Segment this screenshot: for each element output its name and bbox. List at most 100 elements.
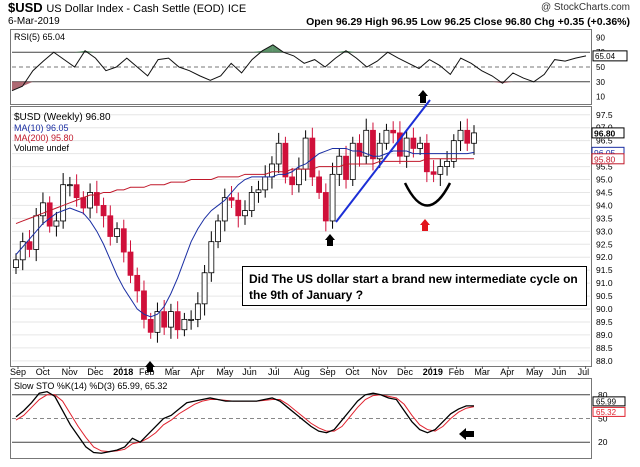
price-tick-label: 94.5 [596,187,613,197]
candle-body [168,311,174,328]
x-tick-label: 2018 [113,367,133,377]
candle-body [188,318,195,321]
price-tick-label: 91.0 [596,278,613,288]
rsi-last-value: 65.04 [595,52,616,61]
x-tick-label: Feb [449,367,465,377]
candle-body [295,168,302,186]
rsi-legend: RSI(5) 65.04 [14,32,65,42]
rsi-overbought-fill [85,50,96,53]
candle-body [356,142,363,157]
candle-body [93,192,100,206]
x-tick-label: Dec [397,367,414,377]
x-tick-label: Sep [320,367,336,377]
candle-body [147,318,154,333]
candle-body [289,176,296,186]
candle-body [376,142,383,160]
price-tick-label: 89.0 [596,330,613,340]
ma10-line [15,147,475,318]
price-tick-label: 91.5 [596,265,613,275]
candle-body [322,192,329,222]
candle-body [208,241,215,274]
price-tick-label: 93.5 [596,213,613,223]
ma200-last-box [591,153,625,165]
candle-body [201,272,208,305]
candle-body [80,197,87,209]
candle-body [275,142,282,165]
candle-body [141,290,147,320]
watermark: @ StockCharts.com [540,2,630,13]
candle-body [40,202,46,217]
last-price-box [591,127,625,139]
x-tick-label: Oct [36,367,51,377]
price-tick-label: 94.0 [596,200,613,210]
price-tick-label: 88.0 [596,356,613,366]
candle-body [363,129,370,157]
price-tick-label: 88.5 [596,343,613,353]
candle-body [397,132,403,157]
symbol: $USD [8,0,43,15]
price-tick-label: 96.5 [596,136,613,146]
price-legend-title: $USD (Weekly) 96.80 [14,112,111,123]
ma200-line [15,158,474,225]
candle-body [181,318,188,331]
candle-body [26,241,33,250]
rsi-tick-label: 90 [596,33,605,42]
candle-body [370,129,376,160]
candle-body [390,129,397,134]
candle-body [60,184,67,222]
candle-body [100,205,107,217]
candle-body [417,142,424,149]
candle-body [423,142,430,173]
price-tick-label: 92.5 [596,239,613,249]
chart-date: 6-Mar-2019 [8,16,60,27]
candle-body [134,274,141,292]
candle-body [228,197,235,201]
x-tick-label: Feb [139,367,155,377]
candle-body [127,251,134,276]
rsi-overbought-fill [74,50,86,53]
x-tick-label: May [216,367,234,377]
price-tick-label: 97.5 [596,110,613,120]
sto-tick-label: 50 [598,414,608,424]
candle-body [114,228,120,237]
x-tick-label: May [526,367,544,377]
x-tick-label: Sep [10,367,26,377]
up-arrow-black-icon [325,234,335,246]
rsi-line [11,44,587,92]
annotation-callout: Did The US dollar start a brand new inte… [242,266,587,306]
candle-body [194,303,201,320]
rsi-last-value-box [592,50,628,62]
candle-body [464,129,471,144]
candle-body [161,311,168,328]
candle-body [410,137,417,149]
candle-body [430,171,437,175]
candle-body [154,311,161,333]
rsi-overbought-fill [345,50,357,53]
candle-body [66,184,73,187]
rsi-oversold-fill [12,81,23,91]
candle-body [383,129,390,144]
candle-body [87,192,93,209]
candle-body [73,184,80,199]
price-tick-label: 90.5 [596,291,613,301]
candle-body [269,163,275,178]
annotation-text: Did The US dollar start a brand new inte… [249,272,578,302]
rsi-tick-label: 10 [596,93,605,102]
candle-body [282,142,289,178]
x-tick-label: Jul [578,367,590,377]
up-arrow-rsi-icon [418,90,428,103]
instrument-name: US Dollar Index - Cash Settle (EOD) [46,3,225,15]
cycle-low-arc [403,182,452,207]
candle-body [120,228,127,253]
candle-body [174,311,181,331]
x-tick-label: Mar [165,367,181,377]
exchange: ICE [227,3,247,15]
candle-body [248,192,255,212]
x-tick-label: Nov [371,367,388,377]
x-tick-label: Jun [552,367,567,377]
rsi-tick-label: 50 [596,63,605,72]
x-tick-label: Jun [242,367,257,377]
candle-body [255,189,262,193]
left-arrow-icon [459,428,474,440]
candle-body [444,160,450,167]
